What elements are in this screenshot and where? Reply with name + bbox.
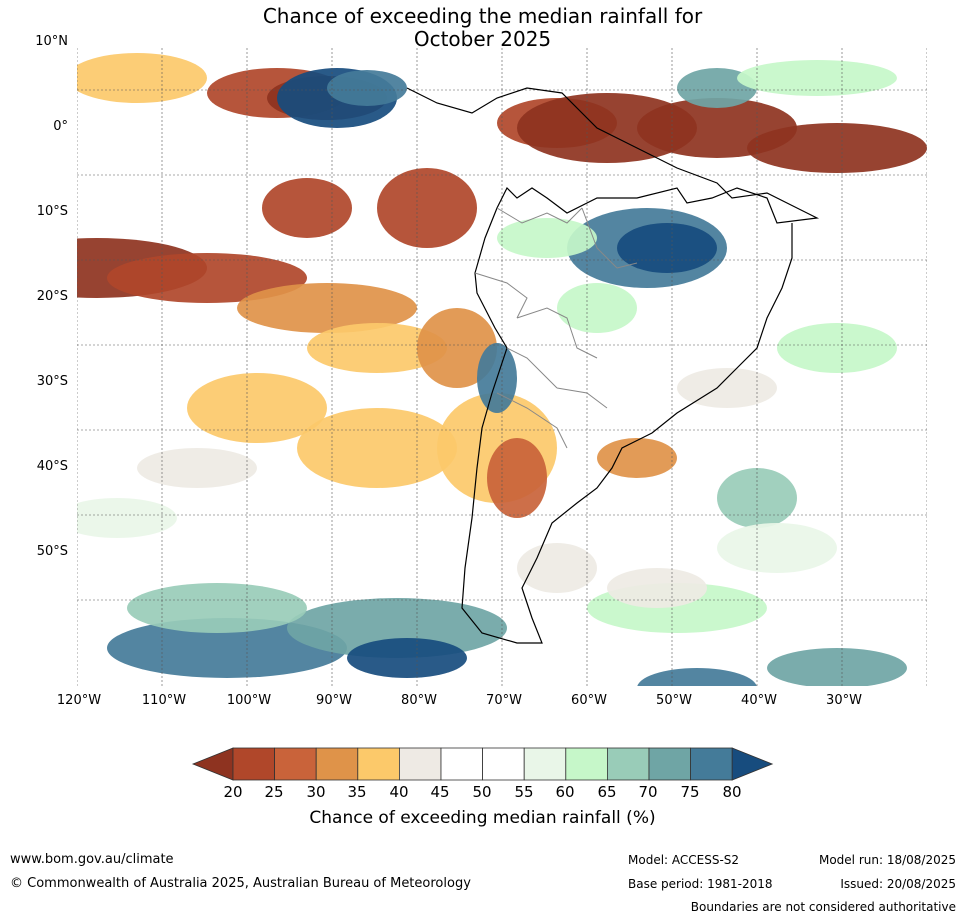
probability-region bbox=[127, 583, 307, 633]
probability-region bbox=[237, 283, 417, 333]
probability-region bbox=[347, 638, 467, 678]
longitude-label-120w: 120°W bbox=[56, 693, 102, 708]
map-title-line-2: October 2025 bbox=[413, 27, 552, 51]
colorbar-tick: 75 bbox=[680, 783, 700, 801]
colorbar-tick: 50 bbox=[472, 783, 492, 801]
colorbar bbox=[191, 747, 774, 781]
colorbar-cell bbox=[648, 747, 691, 781]
colorbar-cell bbox=[523, 747, 567, 781]
probability-region bbox=[287, 598, 507, 658]
colorbar-tick: 65 bbox=[597, 783, 617, 801]
probability-region bbox=[497, 218, 597, 258]
model-run-date: Model run: 18/08/2025 bbox=[818, 853, 956, 867]
colorbar-cell bbox=[315, 747, 359, 781]
colorbar-tick: 80 bbox=[722, 783, 742, 801]
probability-region bbox=[77, 498, 177, 538]
probability-region bbox=[487, 438, 547, 518]
longitude-label-100w: 100°W bbox=[226, 693, 272, 708]
colorbar-tick: 35 bbox=[347, 783, 367, 801]
probability-region bbox=[607, 568, 707, 608]
colorbar-cell bbox=[274, 747, 317, 781]
country-borders bbox=[474, 207, 638, 449]
issued-date: Issued: 20/08/2025 bbox=[840, 877, 956, 891]
south-america-coastline bbox=[406, 87, 820, 644]
probability-region bbox=[517, 93, 697, 163]
latitude-label-50s: 50°S bbox=[36, 544, 68, 559]
rainfall-probability-map bbox=[77, 48, 927, 686]
latitude-label-20s: 20°S bbox=[36, 289, 68, 304]
probability-region bbox=[327, 70, 407, 106]
colorbar-arrow-low bbox=[191, 747, 234, 781]
probability-region bbox=[677, 368, 777, 408]
map-title-line-1: Chance of exceeding the median rainfall … bbox=[262, 4, 703, 28]
colorbar-cell bbox=[565, 747, 608, 781]
boundaries-disclaimer: Boundaries are not considered authoritat… bbox=[690, 900, 956, 914]
probability-region bbox=[717, 523, 837, 573]
colorbar-cell bbox=[398, 747, 442, 781]
colorbar-cell bbox=[606, 747, 650, 781]
longitude-label-40w: 40°W bbox=[741, 693, 777, 708]
probability-region bbox=[137, 448, 257, 488]
longitude-label-70w: 70°W bbox=[486, 693, 522, 708]
graticule bbox=[77, 48, 927, 686]
colorbar-cell bbox=[440, 747, 483, 781]
colorbar-label: Chance of exceeding median rainfall (%) bbox=[309, 808, 656, 828]
website-link[interactable]: www.bom.gov.au/climate bbox=[10, 852, 174, 867]
colorbar-tick: 30 bbox=[306, 783, 326, 801]
probability-region bbox=[767, 648, 907, 686]
colorbar-arrow-high bbox=[731, 747, 774, 781]
colorbar-tick: 55 bbox=[514, 783, 534, 801]
probability-region bbox=[417, 308, 497, 388]
copyright-notice: © Commonwealth of Australia 2025, Austra… bbox=[10, 876, 471, 891]
colorbar-cell bbox=[357, 747, 400, 781]
probability-region bbox=[517, 543, 597, 593]
probability-region bbox=[777, 323, 897, 373]
probability-region bbox=[597, 438, 677, 478]
colorbar-cell bbox=[232, 747, 275, 781]
probability-region bbox=[307, 323, 447, 373]
probability-region bbox=[262, 178, 352, 238]
longitude-label-50w: 50°W bbox=[656, 693, 692, 708]
colorbar-tick: 70 bbox=[638, 783, 658, 801]
longitude-label-80w: 80°W bbox=[401, 693, 437, 708]
model-name: Model: ACCESS-S2 bbox=[628, 853, 740, 867]
colorbar-tick: 45 bbox=[430, 783, 450, 801]
colorbar-cell bbox=[690, 747, 733, 781]
probability-region bbox=[77, 53, 207, 103]
colorbar-tick: 40 bbox=[389, 783, 409, 801]
longitude-label-60w: 60°W bbox=[571, 693, 607, 708]
probability-region bbox=[557, 283, 637, 333]
latitude-label-30s: 30°S bbox=[36, 374, 68, 389]
probability-region bbox=[637, 668, 757, 686]
probability-region bbox=[187, 373, 327, 443]
colorbar-tick: 60 bbox=[555, 783, 575, 801]
latitude-label-0: 0° bbox=[53, 119, 68, 134]
base-period: Base period: 1981-2018 bbox=[628, 877, 773, 891]
longitude-label-90w: 90°W bbox=[316, 693, 352, 708]
longitude-label-110w: 110°W bbox=[141, 693, 187, 708]
probability-region bbox=[747, 123, 927, 173]
latitude-label-40s: 40°S bbox=[36, 459, 68, 474]
colorbar-cell bbox=[482, 747, 525, 781]
colorbar-tick: 20 bbox=[223, 783, 243, 801]
probability-region bbox=[737, 60, 897, 96]
probability-region bbox=[617, 223, 717, 273]
longitude-label-30w: 30°W bbox=[826, 693, 862, 708]
probability-region bbox=[107, 618, 347, 678]
latitude-label-10n: 10°N bbox=[35, 34, 68, 49]
probability-region bbox=[107, 253, 307, 303]
latitude-label-10s: 10°S bbox=[36, 204, 68, 219]
probability-region bbox=[377, 168, 477, 248]
colorbar-tick: 25 bbox=[264, 783, 284, 801]
